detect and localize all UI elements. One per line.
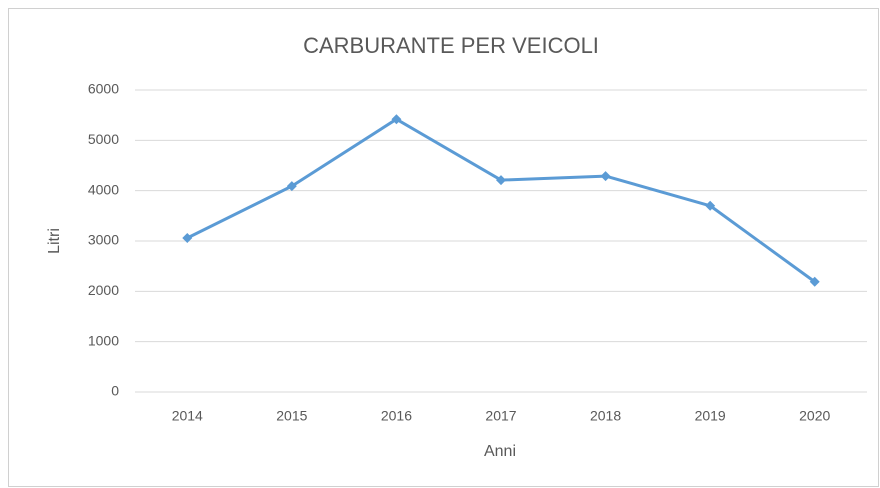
y-tick-label: 4000 <box>88 181 119 197</box>
x-tick-label: 2020 <box>799 408 830 424</box>
x-tick-label: 2016 <box>381 408 412 424</box>
y-tick-label: 1000 <box>88 332 119 348</box>
y-tick-label: 5000 <box>88 131 119 147</box>
x-axis-label: Anni <box>484 443 516 460</box>
x-tick-label: 2018 <box>590 408 621 424</box>
marker <box>809 276 820 287</box>
y-tick-label: 2000 <box>88 282 119 298</box>
x-tick-label: 2017 <box>485 408 516 424</box>
marker <box>286 181 297 192</box>
chart-border <box>8 8 879 487</box>
marker <box>391 114 402 125</box>
x-tick-label: 2014 <box>172 408 203 424</box>
x-tick-label: 2015 <box>276 408 307 424</box>
marker <box>496 175 506 186</box>
marker <box>705 200 716 211</box>
y-axis-label: Litri <box>46 228 63 254</box>
marker <box>182 232 193 243</box>
marker <box>600 171 611 182</box>
y-tick-label: 3000 <box>88 232 119 248</box>
y-tick-label: 6000 <box>88 81 119 97</box>
x-tick-label: 2019 <box>695 408 726 424</box>
chart-title: CARBURANTE PER VEICOLI <box>303 33 599 58</box>
y-tick-label: 0 <box>111 383 119 399</box>
